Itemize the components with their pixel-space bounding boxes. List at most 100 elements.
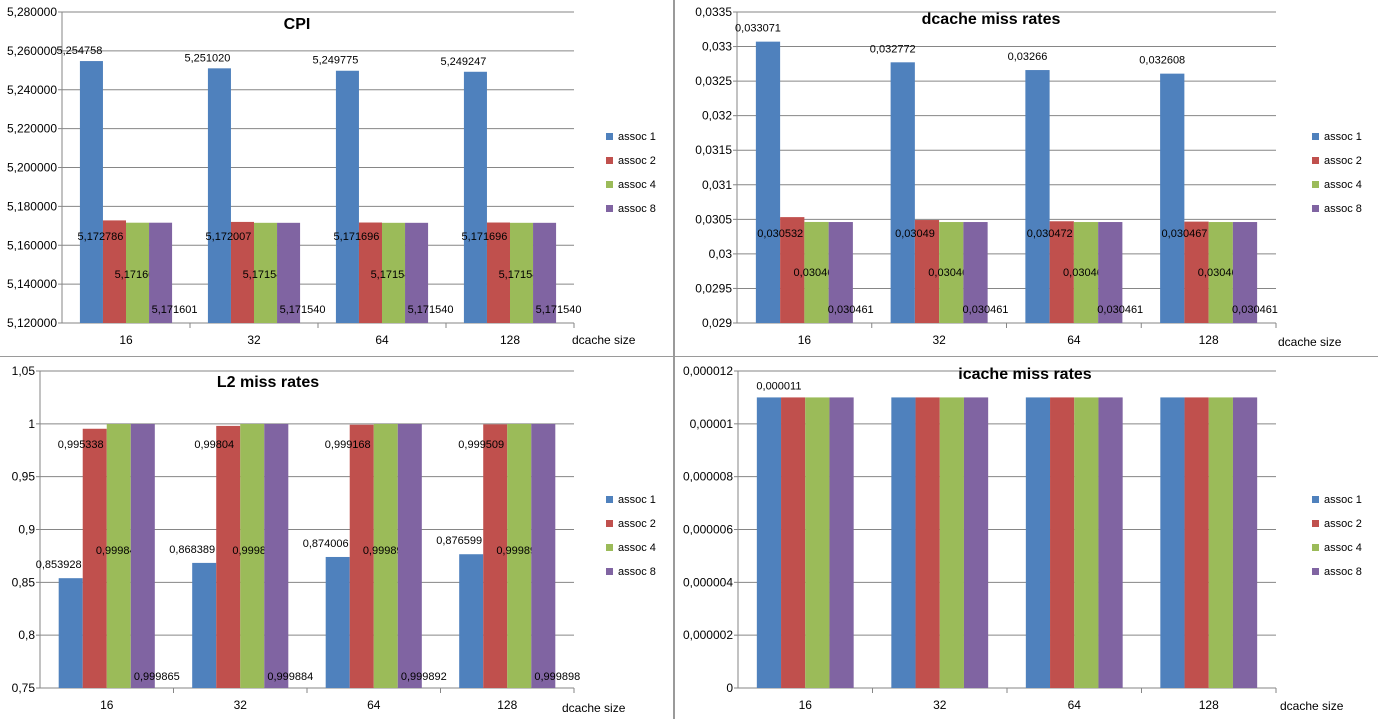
legend-swatch bbox=[1312, 520, 1319, 527]
bar bbox=[1160, 397, 1185, 688]
y-tick-label: 0,000006 bbox=[683, 523, 733, 537]
x-tick-label: 32 bbox=[933, 698, 947, 712]
bar bbox=[780, 217, 805, 323]
x-tick-label: 128 bbox=[497, 698, 517, 712]
y-tick-label: 0 bbox=[726, 681, 733, 695]
bar bbox=[533, 222, 557, 323]
chart-panel-cpi: 5,120000 5,140000 5,160000 5,180000 5,200000… bbox=[0, 0, 673, 356]
bar bbox=[335, 70, 359, 323]
y-tick-label: 5,160000 bbox=[7, 238, 57, 252]
legend-label: assoc 1 bbox=[618, 131, 656, 143]
bar bbox=[531, 423, 556, 688]
y-tick-label: 0,000008 bbox=[683, 470, 733, 484]
bar bbox=[102, 220, 126, 323]
bar bbox=[216, 425, 241, 688]
data-label: 0,030467 bbox=[1162, 228, 1208, 240]
chart-l2-miss-rates: 0,75 0,8 0,85 0,9 0,95 1 1,05 16 0,853928 0,99533… bbox=[12, 364, 656, 715]
data-label: 0,995338 bbox=[58, 439, 104, 451]
bar bbox=[1232, 222, 1258, 323]
x-tick-label: 128 bbox=[500, 333, 520, 347]
bar bbox=[264, 423, 289, 688]
bar bbox=[1184, 221, 1209, 323]
data-label: 0,853928 bbox=[36, 559, 82, 571]
bar bbox=[1073, 222, 1099, 323]
bar bbox=[358, 222, 382, 323]
y-tick-label: 0,75 bbox=[12, 681, 36, 695]
data-label: 0,032608 bbox=[1139, 55, 1185, 67]
bar bbox=[890, 62, 915, 323]
data-label: 5,251020 bbox=[184, 52, 230, 64]
y-tick-label: 0,029 bbox=[702, 316, 732, 330]
bar bbox=[230, 221, 254, 323]
chart-icache-miss-rates: 0 0,000002 0,000004 0,000006 0,000008 0,00001… bbox=[683, 364, 1362, 713]
bar bbox=[483, 424, 508, 688]
legend-swatch bbox=[606, 568, 613, 575]
legend-label: assoc 2 bbox=[1324, 155, 1362, 167]
bar bbox=[963, 222, 988, 323]
y-tick-label: 0,03 bbox=[709, 247, 733, 261]
data-label: 0,030461 bbox=[928, 267, 974, 279]
data-label: 0,999884 bbox=[267, 671, 313, 683]
bar bbox=[914, 220, 940, 323]
y-tick-label: 5,260000 bbox=[7, 44, 57, 58]
data-label: 0,030461 bbox=[1097, 304, 1143, 316]
y-tick-label: 5,220000 bbox=[7, 122, 57, 136]
bar bbox=[58, 578, 83, 688]
data-label: 0,030461 bbox=[1198, 267, 1244, 279]
legend-swatch bbox=[1312, 133, 1319, 140]
data-label: 5,254758 bbox=[56, 45, 102, 57]
y-tick-label: 5,140000 bbox=[7, 277, 57, 291]
data-label: 5,249775 bbox=[312, 55, 358, 67]
legend-swatch bbox=[606, 205, 613, 212]
legend-label: assoc 8 bbox=[618, 566, 656, 578]
legend-label: assoc 4 bbox=[1324, 179, 1362, 191]
x-tick-label: 64 bbox=[375, 333, 389, 347]
data-label: 0,999865 bbox=[134, 671, 180, 683]
legend-swatch bbox=[1312, 568, 1319, 575]
x-axis-label: dcache size bbox=[1280, 699, 1344, 713]
y-tick-label: 5,280000 bbox=[7, 5, 57, 19]
bar bbox=[939, 222, 964, 323]
data-label: 0,999898 bbox=[534, 671, 580, 683]
bar bbox=[1025, 70, 1050, 323]
chart-title: dcache miss rates bbox=[922, 11, 1061, 28]
y-tick-label: 0,000012 bbox=[683, 364, 733, 378]
data-label: 0,030461 bbox=[1063, 267, 1109, 279]
data-label: 5,171540 bbox=[243, 269, 289, 281]
bar bbox=[207, 68, 231, 324]
legend-swatch bbox=[1312, 544, 1319, 551]
x-tick-label: 64 bbox=[1067, 333, 1081, 347]
bar bbox=[349, 424, 374, 688]
bar bbox=[1025, 397, 1051, 688]
data-label: 0,032772 bbox=[870, 43, 916, 55]
bar bbox=[781, 397, 806, 688]
data-label: 5,172786 bbox=[78, 231, 124, 243]
chart-panel-dcache-miss-rates: 0,029 0,0295 0,03 0,0305 0,031 0,0315 0,032 0,0… bbox=[676, 0, 1378, 356]
data-label: 0,99988 bbox=[232, 545, 272, 557]
data-label: 0,030461 bbox=[963, 304, 1009, 316]
y-tick-label: 5,180000 bbox=[7, 199, 57, 213]
bar bbox=[805, 397, 830, 688]
data-label: 0,03049 bbox=[895, 228, 935, 240]
bar bbox=[828, 222, 853, 323]
legend-swatch bbox=[1312, 181, 1319, 188]
data-label: 0,999847 bbox=[96, 545, 142, 557]
bar bbox=[507, 423, 532, 688]
x-tick-label: 64 bbox=[367, 698, 381, 712]
chart-panel-l2-miss-rates: 0,75 0,8 0,85 0,9 0,95 1 1,05 16 0,853928 0,99533… bbox=[0, 358, 673, 719]
y-tick-label: 5,240000 bbox=[7, 83, 57, 97]
bar bbox=[254, 222, 278, 323]
legend-label: assoc 2 bbox=[618, 518, 656, 530]
vertical-divider bbox=[673, 0, 675, 719]
y-tick-label: 0,032 bbox=[702, 109, 732, 123]
bar bbox=[804, 221, 829, 323]
bar bbox=[459, 554, 484, 688]
data-label: 5,171601 bbox=[152, 304, 198, 316]
chart-title: L2 miss rates bbox=[217, 374, 319, 391]
y-tick-label: 1,05 bbox=[12, 364, 36, 378]
data-label: 0,033071 bbox=[735, 23, 781, 35]
legend-label: assoc 8 bbox=[1324, 566, 1362, 578]
data-label: 0,000011 bbox=[756, 380, 801, 392]
legend-label: assoc 4 bbox=[1324, 542, 1362, 554]
x-tick-label: 32 bbox=[234, 698, 248, 712]
